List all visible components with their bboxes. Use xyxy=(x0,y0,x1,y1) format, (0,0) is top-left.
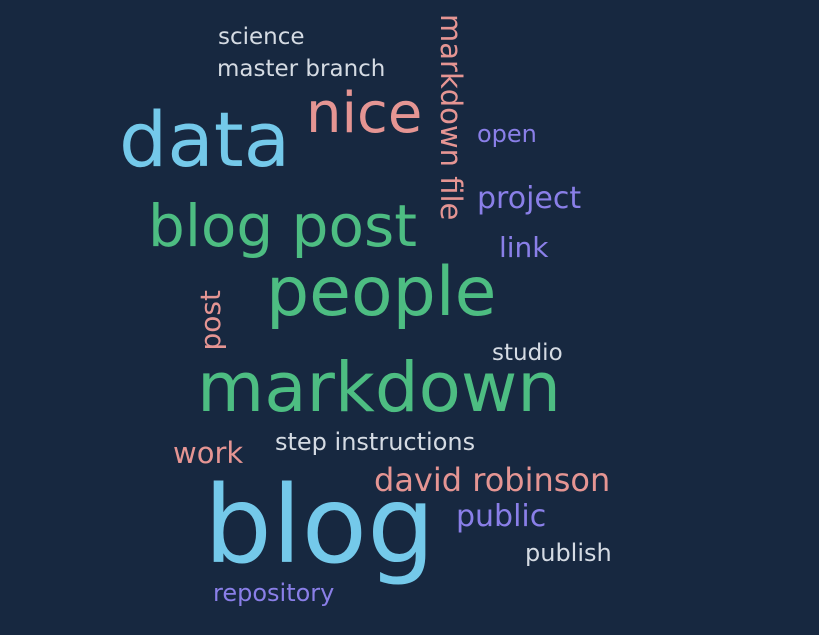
word-blog-post: blog post xyxy=(148,192,417,260)
word-post: post xyxy=(194,290,227,351)
word-work: work xyxy=(173,436,244,470)
word-public: public xyxy=(456,499,547,534)
word-open: open xyxy=(477,120,537,148)
word-science: science xyxy=(218,24,305,50)
word-data: data xyxy=(119,95,291,184)
word-publish: publish xyxy=(525,539,612,567)
word-project: project xyxy=(477,181,582,216)
word-david-robinson: david robinson xyxy=(374,461,611,499)
word-people: people xyxy=(266,253,497,332)
word-markdown: markdown xyxy=(197,348,562,428)
word-studio: studio xyxy=(492,340,563,366)
word-blog: blog xyxy=(204,464,436,588)
word-step-instructions: step instructions xyxy=(275,428,476,456)
word-master-branch: master branch xyxy=(217,56,386,82)
word-link: link xyxy=(499,231,549,264)
word-markdown-file: markdown file xyxy=(434,14,468,221)
word-nice: nice xyxy=(306,81,423,146)
word-repository: repository xyxy=(213,579,335,607)
